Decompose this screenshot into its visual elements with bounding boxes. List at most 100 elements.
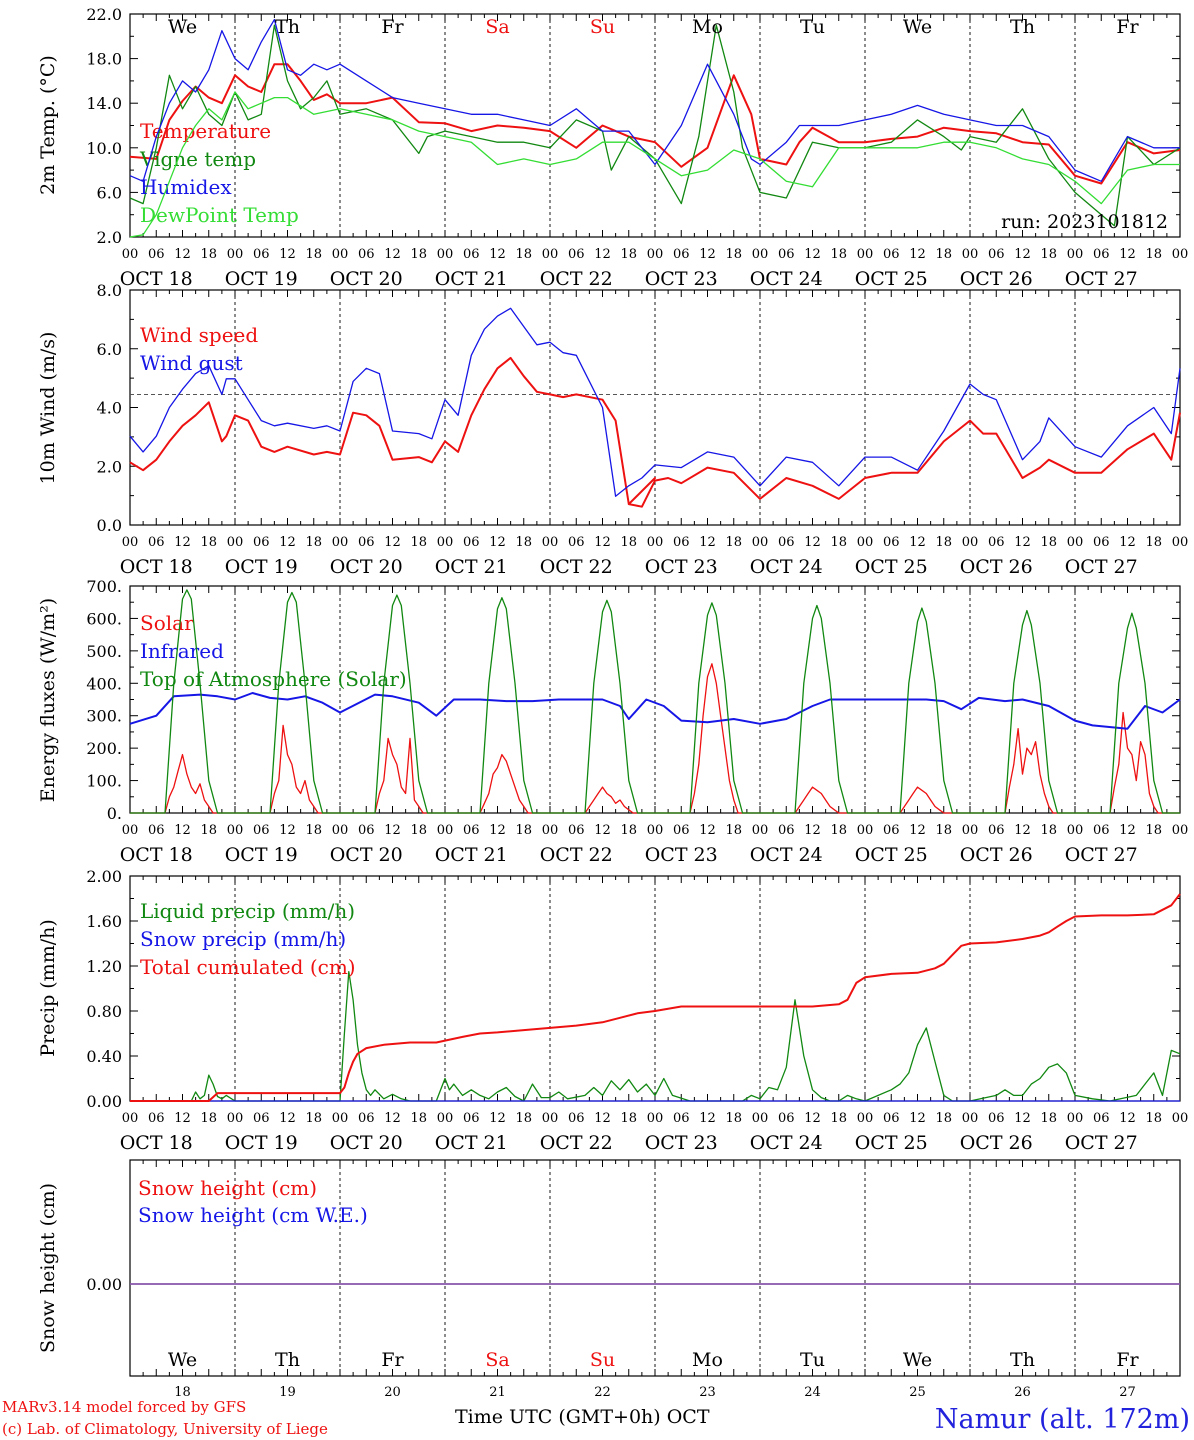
series-line-wind-speed [129,356,1181,508]
hour-tick-label: 06 [568,1111,585,1126]
hour-tick-label: 00 [437,1111,454,1126]
hour-tick-label: 12 [1119,535,1136,550]
hour-tick-label: 06 [463,1111,480,1126]
date-label: OCT 21 [435,844,508,866]
hour-tick-label: 18 [620,535,637,550]
date-label: OCT 19 [225,1132,298,1154]
legend-entry: Total cumulated (cm) [140,955,356,979]
hour-tick-label: 18 [1145,1111,1162,1126]
hour-tick-label: 18 [305,247,322,262]
day-name: Sa [485,1349,509,1371]
y-axis-label: Precip (mm/h) [37,919,59,1057]
date-label: OCT 18 [120,1132,193,1154]
y-tick-label: 1.60 [86,912,122,931]
hour-tick-label: 00 [962,247,979,262]
hour-tick-label: 12 [909,535,926,550]
hour-tick-label: 18 [935,535,952,550]
day-name: Su [590,16,615,38]
y-axis-label: Snow height (cm) [37,1183,59,1353]
date-label: OCT 26 [960,1132,1033,1154]
hour-tick-label: 12 [1014,1111,1031,1126]
day-number-label: 24 [804,1385,821,1400]
hour-tick-label: 00 [647,535,664,550]
day-name: Fr [1116,16,1139,38]
hour-tick-label: 06 [148,1111,165,1126]
hour-tick-label: 12 [174,1111,191,1126]
hour-tick-label: 06 [1093,823,1110,838]
day-name: We [168,16,197,38]
day-name: Fr [381,1349,404,1371]
date-label: OCT 22 [540,844,613,866]
day-number-label: 19 [279,1385,296,1400]
hour-tick-label: 00 [752,247,769,262]
hour-tick-label: 18 [1040,823,1057,838]
date-label: OCT 26 [960,844,1033,866]
date-label: OCT 22 [540,268,613,290]
hour-tick-label: 18 [1040,247,1057,262]
hour-tick-label: 00 [542,823,559,838]
day-name: Fr [1116,1349,1139,1371]
date-label: OCT 21 [435,268,508,290]
date-label: OCT 24 [750,844,823,866]
hour-tick-label: 00 [752,1111,769,1126]
date-label: OCT 26 [960,268,1033,290]
hour-tick-label: 18 [935,1111,952,1126]
hour-tick-label: 06 [988,535,1005,550]
hour-tick-label: 00 [122,1111,139,1126]
date-label: OCT 21 [435,556,508,578]
hour-tick-label: 06 [358,535,375,550]
hour-tick-label: 06 [568,247,585,262]
y-axis-label: 2m Temp. (°C) [37,55,59,195]
hour-tick-label: 00 [647,1111,664,1126]
hour-tick-label: 12 [384,1111,401,1126]
hour-tick-label: 06 [883,823,900,838]
hour-tick-label: 18 [200,535,217,550]
hour-tick-label: 00 [1067,1111,1084,1126]
hour-tick-label: 06 [1093,247,1110,262]
hour-tick-label: 12 [804,535,821,550]
y-tick-label: 8.0 [97,281,122,300]
hour-tick-label: 12 [909,1111,926,1126]
panel-wind: 0.0 2.0 4.0 6.0 8.0 10m Wind (m/s) Wind speed W… [37,281,1188,578]
hour-tick-label: 06 [253,247,270,262]
hour-tick-label: 00 [542,1111,559,1126]
series-line-wind-gust [129,307,1181,497]
hour-tick-label: 12 [594,823,611,838]
legend-entry: Snow height (cm) [138,1176,317,1200]
date-label: OCT 24 [750,268,823,290]
hour-tick-label: 00 [962,1111,979,1126]
date-label: OCT 27 [1065,268,1138,290]
day-name: We [903,16,932,38]
hour-tick-label: 06 [358,247,375,262]
y-axis-label: Energy fluxes (W/m²) [37,598,59,802]
day-name: Th [275,1349,300,1371]
hour-tick-label: 12 [1014,535,1031,550]
y-tick-label: 300. [86,707,122,726]
day-number-label: 25 [909,1385,926,1400]
y-axis-label: 10m Wind (m/s) [37,332,59,485]
time-axis-label: Time UTC (GMT+0h) OCT [455,1406,710,1428]
hour-tick-label: 12 [804,247,821,262]
day-name: Mo [692,1349,723,1371]
legend-entry: Snow height (cm W.E.) [138,1203,368,1227]
hour-tick-label: 12 [1119,247,1136,262]
day-name: Tu [800,1349,825,1371]
hour-tick-label: 12 [804,823,821,838]
hour-tick-label: 18 [515,823,532,838]
hour-tick-label: 00 [332,247,349,262]
y-tick-label: 6.0 [97,340,122,359]
y-tick-label: 1.20 [86,957,122,976]
hour-tick-label: 18 [725,1111,742,1126]
legend-entry: Vigne temp [139,147,256,171]
hour-tick-label: 12 [1014,247,1031,262]
hour-tick-label: 18 [515,247,532,262]
hour-tick-label: 18 [935,823,952,838]
hour-tick-label: 12 [384,823,401,838]
date-label: OCT 18 [120,556,193,578]
hour-tick-label: 12 [1119,1111,1136,1126]
hour-tick-label: 00 [1172,247,1189,262]
hour-tick-label: 06 [673,1111,690,1126]
date-label: OCT 27 [1065,844,1138,866]
hour-tick-label: 00 [1067,247,1084,262]
